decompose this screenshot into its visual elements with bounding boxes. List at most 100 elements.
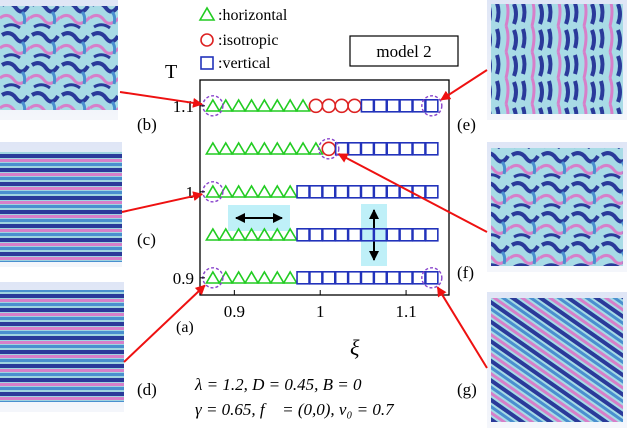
legend: :horizontal :isotropic :vertical (198, 6, 288, 72)
horizontal-point (230, 270, 247, 284)
vertical-point (386, 228, 400, 242)
horizontal-point (204, 270, 221, 284)
vertical-point (412, 99, 426, 113)
vertical-point (386, 99, 400, 113)
vertical-point (347, 185, 362, 199)
vertical-point (360, 270, 375, 285)
callout-arrow-c (121, 191, 204, 213)
x-tick-label: 0.9 (224, 302, 245, 321)
svg-text::horizontal: :horizontal (218, 7, 288, 24)
vertical-point (373, 99, 388, 113)
vertical-point (399, 228, 413, 242)
panel-label-b: (b) (137, 115, 157, 134)
horizontal-point (256, 270, 273, 284)
parameters-line-2: γ = 0.65, f⃗ = (0,0), v₀ = 0.7 (195, 400, 395, 419)
horizontal-point (204, 227, 221, 241)
vertical-point (425, 185, 439, 199)
horizontal-point (230, 227, 247, 241)
callout-arrow-f (337, 153, 488, 233)
vertical-point (334, 228, 349, 242)
vertical-point (360, 142, 375, 156)
vertical-point (360, 99, 375, 113)
horizontal-point (230, 98, 247, 112)
vertical-point (309, 270, 323, 285)
vertical-point (309, 228, 323, 242)
y-tick-label: 1 (186, 183, 195, 202)
vertical-point (412, 142, 426, 156)
vertical-point (373, 185, 388, 199)
horizontal-point (256, 141, 273, 155)
horizontal-point (269, 270, 286, 284)
vertical-point (373, 270, 388, 285)
legend-isotropic: :isotropic (200, 32, 278, 49)
svg-text:model 2: model 2 (376, 42, 431, 61)
svg-text::vertical: :vertical (218, 55, 271, 72)
x-tick-label: 1 (316, 302, 325, 321)
panel-label-e: (e) (457, 115, 476, 134)
vertical-point (386, 185, 400, 199)
horizontal-orientation-indicator (228, 205, 290, 231)
vertical-point (412, 185, 426, 199)
vertical-point (334, 185, 349, 199)
snapshot-e (487, 0, 627, 120)
vertical-point (347, 142, 362, 156)
callout-arrow-e (440, 69, 488, 101)
horizontal-point (282, 141, 299, 155)
snapshot-c (0, 142, 122, 267)
legend-vertical: :vertical (200, 55, 271, 72)
y-tick-label: 0.9 (173, 269, 194, 288)
horizontal-point (282, 98, 299, 112)
highlight-circle-g (421, 267, 443, 289)
horizontal-point (243, 227, 260, 241)
vertical-point (296, 228, 310, 242)
horizontal-point (269, 227, 286, 241)
vertical-point (347, 270, 362, 285)
horizontal-point (204, 184, 221, 198)
horizontal-point (269, 141, 286, 155)
svg-text::isotropic: :isotropic (218, 32, 278, 49)
callout-arrow-g (436, 286, 488, 369)
horizontal-point (243, 270, 260, 284)
highlight-circle-e (421, 95, 443, 117)
vertical-point (360, 185, 375, 199)
snapshot-b (0, 0, 118, 120)
vertical-point (412, 228, 426, 242)
vertical-point (321, 270, 336, 285)
model-label-box: model 2 (349, 35, 459, 67)
horizontal-point (243, 184, 260, 198)
vertical-point (412, 270, 426, 285)
vertical-point (425, 270, 439, 285)
horizontal-point (256, 184, 273, 198)
horizontal-point (282, 270, 299, 284)
horizontal-point (217, 141, 234, 155)
horizontal-point (282, 184, 299, 198)
horizontal-point (256, 98, 273, 112)
panel-label-f: (f) (457, 263, 474, 282)
vertical-point (425, 142, 439, 156)
panel-label-g: (g) (457, 380, 477, 399)
vertical-point (399, 99, 413, 113)
vertical-point (425, 228, 439, 242)
callout-arrow-b (119, 91, 203, 108)
vertical-point (386, 142, 400, 156)
vertical-point (373, 228, 388, 242)
y-axis-label: T (165, 61, 177, 83)
horizontal-point (269, 98, 286, 112)
horizontal-point (243, 141, 260, 155)
horizontal-point (295, 98, 311, 112)
vertical-point (425, 99, 439, 113)
x-axis-label: ξ (350, 335, 360, 360)
panel-label-d: (d) (137, 380, 157, 399)
vertical-point (399, 142, 413, 156)
snapshot-g (487, 292, 627, 428)
vertical-point (309, 185, 323, 199)
snapshot-d (0, 282, 124, 412)
horizontal-point (204, 98, 221, 112)
horizontal-point (217, 227, 234, 241)
horizontal-point (282, 227, 299, 241)
horizontal-point (243, 98, 260, 112)
vertical-point (399, 270, 413, 285)
vertical-point (296, 185, 310, 199)
horizontal-point (230, 184, 247, 198)
